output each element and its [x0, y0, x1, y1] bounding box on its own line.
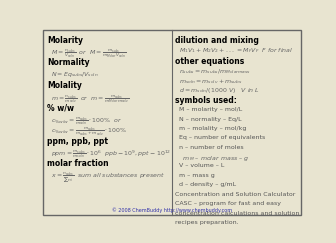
Text: $c_{\%w/w} = \frac{m_{subs}}{m_{soln}} \cdot 100\%$  or: $c_{\%w/w} = \frac{m_{subs}}{m_{soln}} \… — [51, 115, 122, 127]
Text: d – density – g/mL: d – density – g/mL — [175, 182, 236, 187]
Text: Molarity: Molarity — [47, 36, 83, 45]
Text: © 2008 ChemBuddy http://www.chembuddy.com: © 2008 ChemBuddy http://www.chembuddy.co… — [112, 207, 232, 213]
Text: $x = \frac{n_{subs}}{\sum n_i}$  sum all substances present: $x = \frac{n_{subs}}{\sum n_i}$ sum all … — [51, 171, 165, 185]
Text: n – number of moles: n – number of moles — [175, 145, 243, 150]
Text: $d = m_{soln}/(1000\ V)$   V in L: $d = m_{soln}/(1000\ V)$ V in L — [179, 86, 260, 95]
Text: $n_{subs} = m_{subs}/m_{Molarmass}$: $n_{subs} = m_{subs}/m_{Molarmass}$ — [179, 68, 251, 76]
Text: V – volume – L: V – volume – L — [175, 163, 224, 168]
Text: dilution and mixing: dilution and mixing — [175, 36, 259, 45]
Text: other equations: other equations — [175, 57, 244, 66]
Text: Molality: Molality — [47, 81, 82, 90]
Text: recipes preparation.: recipes preparation. — [175, 220, 239, 225]
Text: $m = \frac{n_{subs}}{m_{solv}}$  or  $m = \frac{m_{subs}}{m_{Molar}m_{solv}}$: $m = \frac{n_{subs}}{m_{solv}}$ or $m = … — [51, 93, 130, 104]
Text: M – molarity – mol/L: M – molarity – mol/L — [175, 107, 242, 112]
Text: symbols used:: symbols used: — [175, 96, 237, 105]
Text: $ppm=\frac{m_{subs}}{m_{soln}}\cdot 10^6$  $ppb-10^9, ppt-10^{12}$: $ppm=\frac{m_{subs}}{m_{soln}}\cdot 10^6… — [51, 148, 171, 160]
Text: $c_{\%w/w} = \frac{m_{subs}}{m_{subs}+m_{solv}} \cdot 100\%$: $c_{\%w/w} = \frac{m_{subs}}{m_{subs}+m_… — [51, 126, 127, 138]
Text: concentration calculations and solution: concentration calculations and solution — [175, 211, 299, 216]
Text: N – normality – Eq/L: N – normality – Eq/L — [175, 117, 242, 122]
Text: $M_1 V_1 + M_2 V_2 + ... = M_F V_F$  F for final: $M_1 V_1 + M_2 V_2 + ... = M_F V_F$ F fo… — [179, 47, 293, 55]
Text: $m_{soln} = m_{solv} + m_{subs}$: $m_{soln} = m_{solv} + m_{subs}$ — [179, 77, 242, 86]
Text: ppm, ppb, ppt: ppm, ppb, ppt — [47, 137, 108, 146]
Text: m – molality – mol/kg: m – molality – mol/kg — [175, 126, 246, 131]
Text: molar fraction: molar fraction — [47, 159, 109, 168]
Text: Eq – number of equivalents: Eq – number of equivalents — [175, 135, 265, 140]
Text: % w/w: % w/w — [47, 104, 74, 113]
FancyBboxPatch shape — [43, 30, 301, 215]
Text: $N = Eq_{subs}/V_{soln}$: $N = Eq_{subs}/V_{soln}$ — [51, 70, 99, 79]
Text: $m_M$ – molar mass – g: $m_M$ – molar mass – g — [179, 154, 249, 163]
Text: Normality: Normality — [47, 58, 90, 67]
Text: Concentration and Solution Calculator: Concentration and Solution Calculator — [175, 192, 295, 197]
Text: m – mass g: m – mass g — [175, 173, 215, 178]
Text: $M = \frac{n_{subs}}{V_{soln}}$  or  $M = \frac{m_{subs}}{m_{Molar}V_{soln}}$: $M = \frac{n_{subs}}{V_{soln}}$ or $M = … — [51, 47, 127, 60]
Text: CASC – program for fast and easy: CASC – program for fast and easy — [175, 201, 281, 207]
